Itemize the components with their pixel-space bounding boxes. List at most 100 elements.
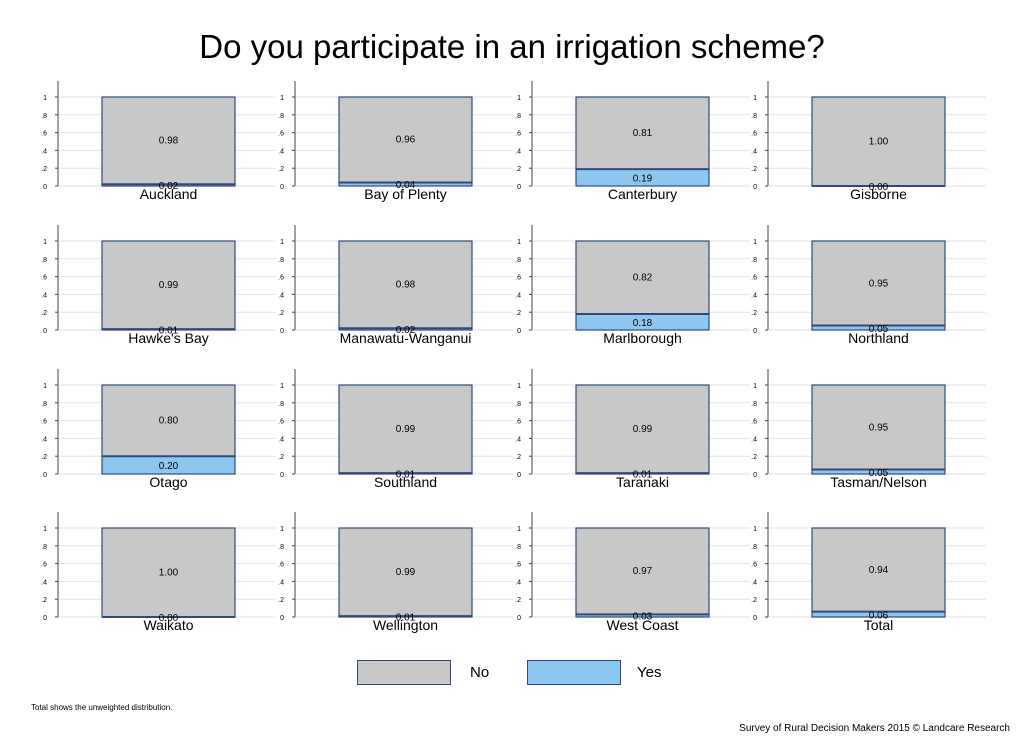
- y-tick-label-waikato-4: .8: [41, 544, 47, 551]
- y-tick-label-manawatu-wanganui-0: 0: [280, 328, 284, 335]
- y-tick-label-bay-of-plenty-3: .6: [278, 131, 284, 138]
- y-tick-label-gisborne-2: .4: [751, 148, 757, 155]
- y-tick-label-otago-4: .8: [41, 401, 47, 408]
- y-tick-label-total-4: .8: [751, 544, 757, 551]
- bar-no-manawatu-wanganui: [338, 240, 473, 329]
- y-tick-label-auckland-4: .8: [41, 113, 47, 120]
- y-tick-label-gisborne-0: 0: [753, 184, 757, 191]
- data-label-no-auckland: 0.98: [159, 136, 179, 147]
- data-label-yes-total: 0.06: [869, 610, 889, 621]
- y-tick-label-wellington-5: 1: [280, 526, 284, 533]
- data-label-no-manawatu-wanganui: 0.98: [396, 280, 416, 291]
- data-label-no-marlborough: 0.82: [633, 272, 653, 283]
- y-tick-label-wellington-4: .8: [278, 544, 284, 551]
- panel-label-southland: Southland: [374, 474, 437, 490]
- y-tick-label-southland-1: .2: [278, 454, 284, 461]
- panel-label-hawke-s-bay: Hawke's Bay: [128, 330, 208, 346]
- y-tick-label-manawatu-wanganui-4: .8: [278, 257, 284, 264]
- y-tick-label-west-coast-0: 0: [517, 615, 521, 622]
- y-tick-label-tasman-nelson-2: .4: [751, 436, 757, 443]
- y-tick-label-bay-of-plenty-0: 0: [280, 184, 284, 191]
- y-tick-label-marlborough-2: .4: [515, 292, 521, 299]
- y-tick-label-otago-5: 1: [43, 383, 47, 390]
- bar-no-canterbury: [575, 96, 710, 170]
- data-label-no-canterbury: 0.81: [633, 128, 653, 139]
- y-tick-label-west-coast-5: 1: [517, 526, 521, 533]
- panel-label-manawatu-wanganui: Manawatu-Wanganui: [340, 330, 472, 346]
- bar-no-total: [811, 527, 946, 613]
- y-tick-label-tasman-nelson-5: 1: [753, 383, 757, 390]
- data-label-no-wellington: 0.99: [396, 567, 416, 578]
- data-label-yes-bay-of-plenty: 0.04: [396, 180, 416, 191]
- y-tick-label-manawatu-wanganui-3: .6: [278, 275, 284, 282]
- legend-label-no: No: [470, 664, 490, 681]
- y-tick-label-auckland-2: .4: [41, 148, 47, 155]
- y-tick-label-canterbury-1: .2: [515, 166, 521, 173]
- y-tick-label-total-5: 1: [753, 526, 757, 533]
- bar-no-taranaki: [575, 384, 710, 474]
- data-label-no-hawke-s-bay: 0.99: [159, 280, 179, 291]
- y-tick-label-canterbury-2: .4: [515, 148, 521, 155]
- y-tick-label-hawke-s-bay-2: .4: [41, 292, 47, 299]
- y-tick-label-taranaki-4: .8: [515, 401, 521, 408]
- y-tick-label-tasman-nelson-4: .8: [751, 401, 757, 408]
- data-label-no-southland: 0.99: [396, 424, 416, 435]
- panel-label-total: Total: [864, 617, 894, 633]
- y-tick-label-waikato-5: 1: [43, 526, 47, 533]
- data-label-no-total: 0.94: [869, 565, 889, 576]
- y-tick-label-northland-5: 1: [753, 239, 757, 246]
- y-tick-label-taranaki-1: .2: [515, 454, 521, 461]
- y-tick-label-tasman-nelson-1: .2: [751, 454, 757, 461]
- panel-label-canterbury: Canterbury: [608, 186, 677, 202]
- y-tick-label-otago-0: 0: [43, 472, 47, 479]
- y-tick-label-northland-2: .4: [751, 292, 757, 299]
- footnote: Total shows the unweighted distribution.: [31, 703, 173, 712]
- y-tick-label-canterbury-4: .8: [515, 113, 521, 120]
- panel-label-auckland: Auckland: [140, 186, 198, 202]
- bar-no-wellington: [338, 527, 473, 617]
- bar-no-west-coast: [575, 527, 710, 615]
- y-tick-label-canterbury-5: 1: [517, 95, 521, 102]
- y-tick-label-west-coast-4: .8: [515, 544, 521, 551]
- y-tick-label-southland-4: .8: [278, 401, 284, 408]
- data-label-yes-northland: 0.05: [869, 324, 889, 335]
- panel-label-wellington: Wellington: [373, 617, 438, 633]
- y-tick-label-auckland-1: .2: [41, 166, 47, 173]
- panel-label-bay-of-plenty: Bay of Plenty: [364, 186, 447, 202]
- panel-label-waikato: Waikato: [143, 617, 193, 633]
- bar-no-tasman-nelson: [811, 384, 946, 471]
- y-tick-label-wellington-1: .2: [278, 597, 284, 604]
- data-label-no-west-coast: 0.97: [633, 566, 653, 577]
- y-tick-label-otago-3: .6: [41, 419, 47, 426]
- y-tick-label-tasman-nelson-3: .6: [751, 419, 757, 426]
- y-tick-label-marlborough-4: .8: [515, 257, 521, 264]
- y-tick-label-manawatu-wanganui-1: .2: [278, 310, 284, 317]
- legend-label-yes: Yes: [637, 664, 662, 681]
- panel-label-tasman-nelson: Tasman/Nelson: [830, 474, 927, 490]
- data-label-yes-waikato: 0.00: [159, 613, 179, 624]
- panel-label-otago: Otago: [149, 474, 187, 490]
- y-tick-label-auckland-5: 1: [43, 95, 47, 102]
- y-tick-label-total-0: 0: [753, 615, 757, 622]
- bar-no-marlborough: [575, 240, 710, 315]
- data-label-no-gisborne: 1.00: [869, 137, 889, 148]
- y-tick-label-taranaki-5: 1: [517, 383, 521, 390]
- y-tick-label-marlborough-0: 0: [517, 328, 521, 335]
- y-tick-label-hawke-s-bay-5: 1: [43, 239, 47, 246]
- y-tick-label-otago-1: .2: [41, 454, 47, 461]
- y-tick-label-waikato-0: 0: [43, 615, 47, 622]
- data-label-yes-canterbury: 0.19: [633, 174, 653, 185]
- data-label-no-northland: 0.95: [869, 278, 889, 289]
- data-label-yes-otago: 0.20: [159, 461, 179, 472]
- data-label-yes-west-coast: 0.03: [633, 612, 653, 623]
- chart-title: Do you participate in an irrigation sche…: [199, 28, 825, 65]
- data-label-no-bay-of-plenty: 0.96: [396, 135, 416, 146]
- y-tick-label-northland-4: .8: [751, 257, 757, 264]
- panel-label-west-coast: West Coast: [606, 617, 678, 633]
- y-tick-label-gisborne-1: .2: [751, 166, 757, 173]
- y-tick-label-auckland-3: .6: [41, 131, 47, 138]
- y-tick-label-total-1: .2: [751, 597, 757, 604]
- data-label-no-otago: 0.80: [159, 416, 179, 427]
- bar-no-otago: [101, 384, 236, 457]
